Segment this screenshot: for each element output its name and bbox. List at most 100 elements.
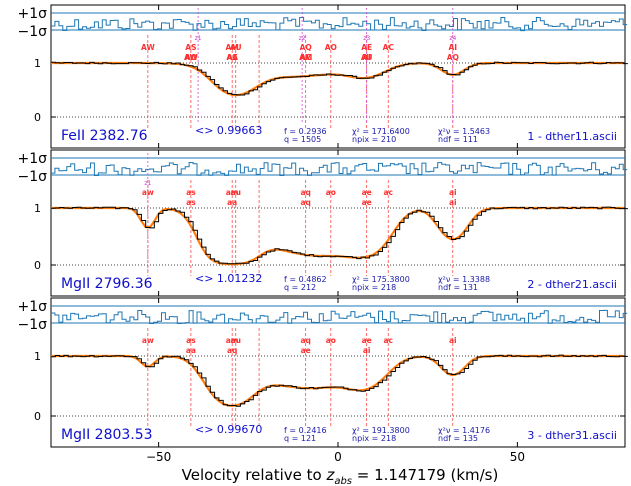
marker-label-as: as (186, 188, 196, 197)
marker-label-ae: ae (362, 188, 372, 197)
marker-label-upper-ae: ae (362, 198, 372, 207)
ytick-label-0: 0 (34, 259, 41, 272)
residual-minus-label: −1σ (17, 24, 47, 40)
redshift-label-z2: z2 (299, 35, 306, 42)
stat-chi2nu: χ²ν = 1.3388 (438, 275, 490, 284)
redshift-label-z1: z1 (144, 180, 151, 187)
marker-label-aw: aw (142, 336, 154, 345)
stat-chi2nu: χ²ν = 1.5463 (438, 127, 490, 136)
residual-trace (51, 17, 628, 32)
marker-label-aq: AQ (300, 43, 312, 52)
stat-q: q = 1505 (284, 135, 321, 144)
marker-label-ae: ae (362, 336, 372, 345)
marker-label-upper-ai: AI (362, 53, 371, 62)
residual-minus-label: −1σ (17, 169, 47, 185)
marker-label-aq: aq (300, 336, 310, 345)
marker-label-upper-ae: ae (301, 346, 311, 355)
marker-label-upper-au: AU (361, 53, 373, 62)
xtick-label: 0 (334, 450, 342, 464)
xtick-label: −50 (146, 450, 171, 464)
ytick-label-1: 1 (34, 350, 41, 363)
marker-label-ae: AE (361, 43, 372, 52)
data-spectrum (51, 61, 628, 96)
ytick-label-0: 0 (34, 111, 41, 124)
xtick-label: 50 (510, 450, 525, 464)
ion-label: FeII 2382.76 (61, 128, 148, 144)
marker-label-upper-aa: aa (186, 346, 196, 355)
ytick-label-1: 1 (34, 57, 41, 70)
marker-label-au: au (231, 188, 241, 197)
marker-label-upper-aq: aq (227, 346, 237, 355)
marker-label-upper-aq: AQ (447, 53, 459, 62)
marker-label-upper-ac: AC (300, 53, 312, 62)
stat-npix: npix = 218 (352, 283, 396, 292)
stat-chi2: χ² = 175.3800 (352, 275, 410, 284)
x-axis-label: Velocity relative to zabs = 1.147179 (km… (182, 466, 499, 486)
stat-ndf: ndf = 111 (438, 135, 478, 144)
ytick-label-1: 1 (34, 202, 41, 215)
marker-label-ac: AC (383, 43, 395, 52)
stat-ndf: ndf = 135 (438, 434, 478, 443)
marker-label-aw: AW (141, 43, 155, 52)
residual-trace (51, 162, 628, 176)
residual-plus-label: +1σ (17, 299, 47, 315)
stat-chi2: χ² = 171.6400 (352, 127, 410, 136)
data-spectrum (51, 354, 628, 407)
marker-label-upper-aw: AW (184, 53, 198, 62)
ion-label: MgII 2803.53 (61, 427, 153, 443)
spectrum-file-label: 1 - dther11.ascii (527, 130, 617, 143)
residual-plus-label: +1σ (17, 6, 47, 22)
stat-chi2nu: χ²ν = 1.4176 (438, 426, 490, 435)
stat-q: q = 212 (284, 283, 316, 292)
ytick-label-0: 0 (34, 410, 41, 423)
marker-label-upper-ai: ai (449, 198, 457, 207)
marker-label-ao: AO (325, 43, 337, 52)
marker-label-ai: ai (449, 336, 457, 345)
marker-label-upper-aa: aa (227, 198, 237, 207)
marker-label-ai: AI (448, 43, 457, 52)
marker-label-ao: ao (326, 188, 336, 197)
marker-label-as: AS (185, 43, 196, 52)
stat-q: q = 121 (284, 434, 316, 443)
stat-f: f = 0.4862 (284, 275, 327, 284)
marker-label-ac: ac (383, 188, 393, 197)
marker-label-am: AM (226, 43, 239, 52)
residual-trace (51, 309, 628, 324)
marker-label-upper-ae: AE (227, 53, 238, 62)
redshift-label-z1: z1 (195, 35, 202, 42)
tau-ratio: <> 0.99663 (195, 124, 262, 137)
marker-label-upper-ai: ai (363, 346, 371, 355)
marker-label-au: AU (230, 43, 242, 52)
marker-label-upper-am: AM (299, 53, 312, 62)
marker-label-ac: ac (383, 336, 393, 345)
residual-minus-label: −1σ (17, 317, 47, 333)
stat-npix: npix = 210 (352, 135, 396, 144)
stat-f: f = 0.2936 (284, 127, 327, 136)
tau-ratio: <> 1.01232 (195, 272, 262, 285)
marker-label-upper-aa: AA (226, 53, 238, 62)
stat-npix: npix = 218 (352, 434, 396, 443)
ion-label: MgII 2796.36 (61, 276, 153, 292)
marker-label-ao: ao (326, 336, 336, 345)
data-spectrum (51, 206, 628, 265)
marker-label-aq: aq (300, 188, 310, 197)
stat-f: f = 0.2416 (284, 426, 327, 435)
marker-label-ai: ai (449, 188, 457, 197)
marker-label-au: au (231, 336, 241, 345)
marker-label-upper-as: as (186, 198, 196, 207)
marker-label-upper-ao: AO (185, 53, 197, 62)
marker-label-am: am (226, 188, 239, 197)
marker-label-as: as (186, 336, 196, 345)
marker-label-upper-aq: aq (300, 198, 310, 207)
stat-chi2: χ² = 191.3800 (352, 426, 410, 435)
marker-label-aw: aw (142, 188, 154, 197)
stat-ndf: ndf = 131 (438, 283, 478, 292)
redshift-label-z3: z3 (363, 35, 370, 42)
spectrum-file-label: 2 - dther21.ascii (527, 278, 617, 291)
redshift-label-z4: z4 (449, 35, 456, 42)
